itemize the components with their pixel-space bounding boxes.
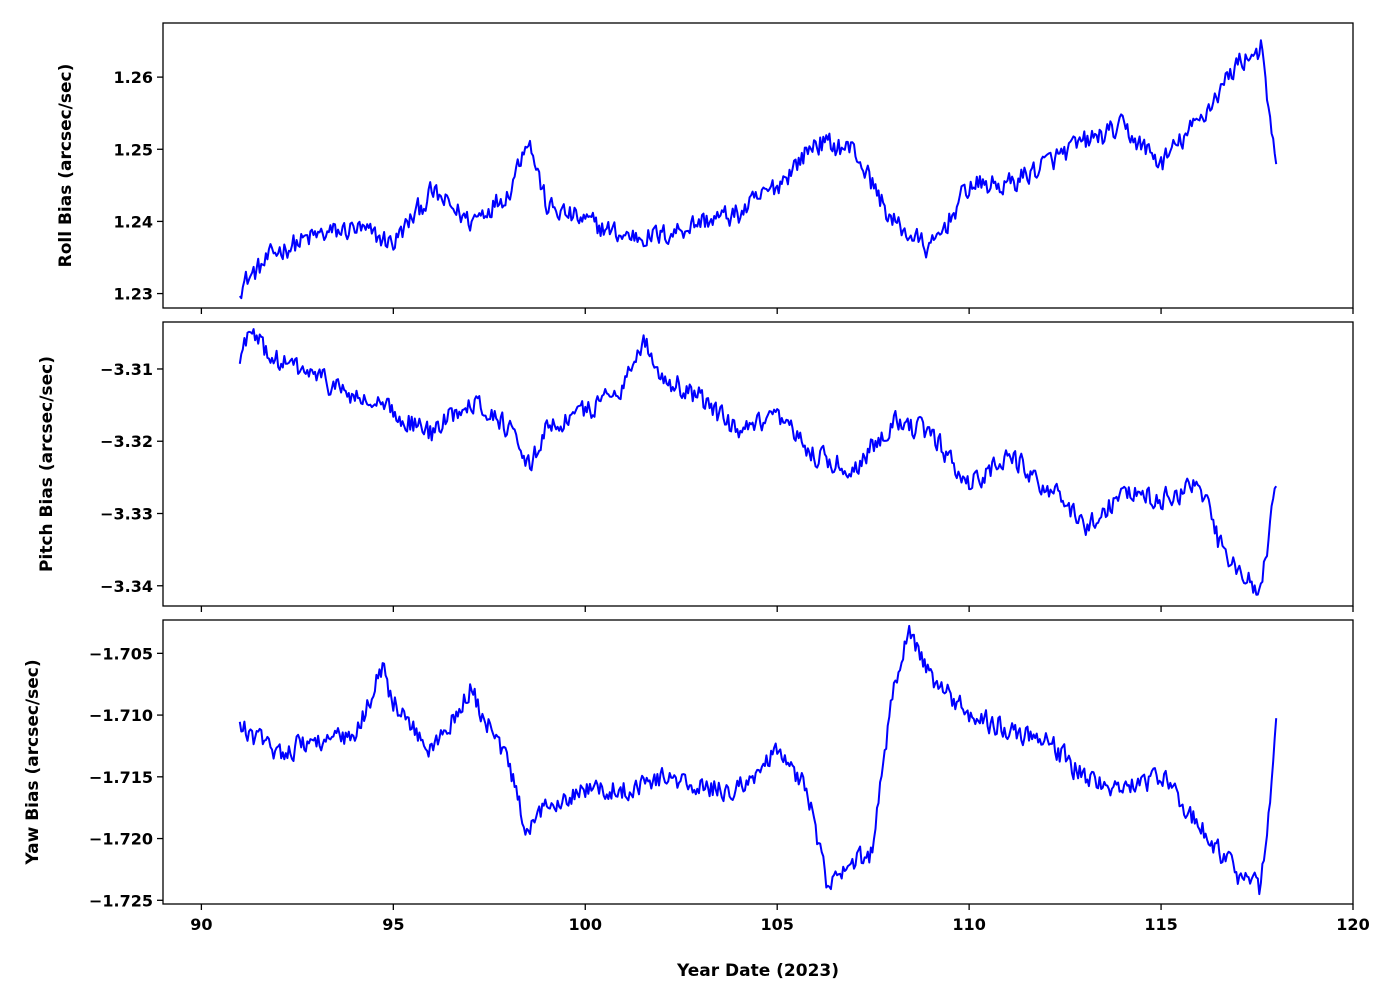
pitch-ytick-label: −3.31	[100, 360, 153, 379]
roll-ytick-label: 1.24	[114, 212, 153, 231]
pitch-ylabel: Pitch Bias (arcsec/sec)	[37, 356, 57, 572]
yaw-xtick-label: 95	[382, 915, 404, 934]
yaw-ylabel: Yaw Bias (arcsec/sec)	[23, 659, 43, 865]
yaw-series-line	[238, 624, 1278, 896]
yaw-xtick-label: 120	[1336, 915, 1369, 934]
pitch-ytick-label: −3.33	[100, 505, 153, 524]
yaw-ytick-label: −1.720	[89, 830, 153, 849]
yaw-ytick-label: −1.715	[89, 768, 153, 787]
roll-ytick-label: 1.26	[114, 68, 153, 87]
roll-series-line	[238, 39, 1278, 300]
yaw-ytick-label: −1.705	[89, 644, 153, 663]
pitch-ytick-label: −3.34	[100, 577, 153, 596]
yaw-ytick-label: −1.725	[89, 891, 153, 910]
roll-panel: 1.23 1.24 1.25 1.26 Roll Bias (arcsec/sec)	[56, 22, 1354, 314]
roll-axes-frame	[162, 22, 1354, 309]
yaw-xtick-label: 115	[1144, 915, 1177, 934]
roll-ytick-label: 1.23	[114, 285, 153, 304]
yaw-axes-frame	[162, 619, 1354, 905]
yaw-xtick-label: 110	[952, 915, 985, 934]
xlabel: Year Date (2023)	[676, 961, 839, 981]
pitch-panel: −3.31 −3.32 −3.33 −3.34 Pitch Bias (arcsec/s…	[37, 321, 1354, 612]
pitch-ytick-label: −3.32	[100, 432, 153, 451]
yaw-xtick-label: 105	[760, 915, 793, 934]
yaw-ytick-label: −1.710	[89, 706, 153, 725]
pitch-series-line	[238, 328, 1278, 596]
roll-ylabel: Roll Bias (arcsec/sec)	[56, 64, 76, 268]
pitch-axes-frame	[162, 321, 1354, 607]
yaw-panel: −1.705 −1.710 −1.715 −1.720 −1.725 90 95 100 105…	[23, 619, 1370, 981]
roll-ytick-label: 1.25	[114, 140, 153, 159]
yaw-xtick-label: 90	[190, 915, 212, 934]
yaw-xtick-label: 100	[569, 915, 602, 934]
